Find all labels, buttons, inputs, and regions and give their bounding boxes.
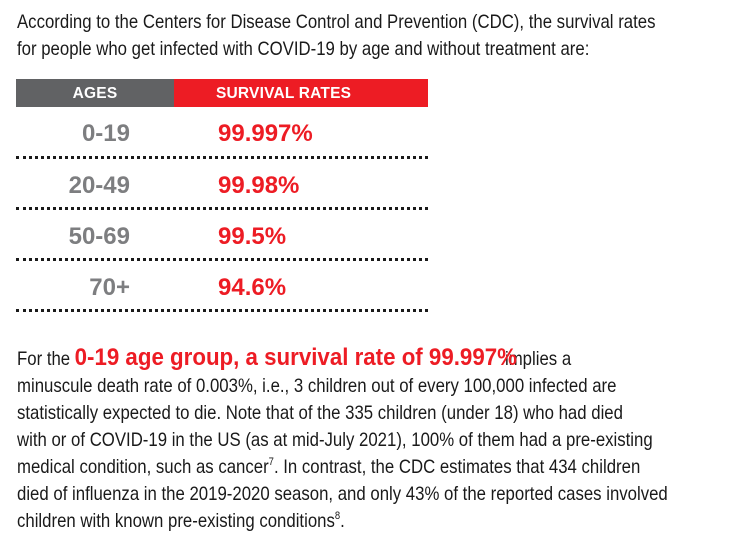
intro-line: for people who get infected with COVID-1… [17,38,590,60]
age-cell: 70+ [89,274,130,301]
paragraph-line: died of influenza in the 2019-2020 seaso… [17,483,668,505]
paragraph-text: medical condition, such as cancer [17,456,269,478]
rate-cell: 94.6% [218,274,287,301]
rate-cell: 99.98% [218,172,300,199]
table-header: AGES SURVIVAL RATES [16,79,428,107]
header-ages: AGES [16,79,174,107]
age-cell: 0-19 [81,120,130,147]
paragraph-text: children with known pre-existing conditi… [17,510,335,532]
paragraph-line: minuscule death rate of 0.003%, i.e., 3 … [17,375,617,397]
table-row: 70+ 94.6% [16,261,428,312]
survival-rates-table: AGES SURVIVAL RATES 0-19 99.997% 20-49 9… [16,79,428,312]
paragraph-line: For the 0-19 age group, a survival rate … [17,342,668,373]
table-row: 20-49 99.98% [16,159,428,210]
paragraph-line: with or of COVID-19 in the US (as at mid… [17,429,653,451]
intro-text: According to the Centers for Disease Con… [17,9,751,63]
paragraph-text: . [340,510,345,532]
paragraph-lead: For the [17,348,71,370]
table-body: 0-19 99.997% 20-49 99.98% 50-69 99.5% 70… [16,107,428,312]
footnote-ref-8[interactable]: 8 [334,510,341,522]
highlight-text: 0-19 age group, a survival rate of 99.99… [74,344,518,371]
paragraph-line: medical condition, such as cancer7. In c… [17,454,668,481]
paragraph-line: statistically expected to die. Note that… [17,402,623,424]
intro-line: According to the Centers for Disease Con… [17,11,656,33]
age-cell: 50-69 [68,223,130,250]
paragraph-text: . In contrast, the CDC estimates that 43… [273,456,641,478]
rate-cell: 99.5% [218,223,287,250]
table-row: 0-19 99.997% [16,107,428,159]
header-survival-rates: SURVIVAL RATES [174,79,428,107]
body-paragraph: For the 0-19 age group, a survival rate … [17,342,751,535]
footnote-ref-7[interactable]: 7 [268,456,274,468]
paragraph-line: children with known pre-existing conditi… [17,508,668,535]
paragraph-line1-tail: implies a [504,348,572,370]
age-cell: 20-49 [68,172,130,199]
rate-cell: 99.997% [218,120,313,147]
table-row: 50-69 99.5% [16,210,428,261]
